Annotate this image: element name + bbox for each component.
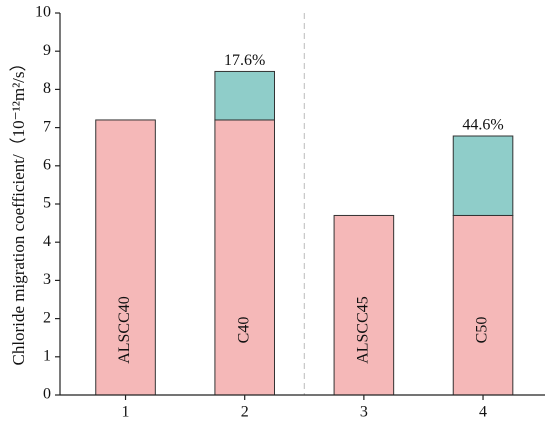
y-tick-label: 8 bbox=[43, 80, 51, 97]
y-tick-label: 0 bbox=[43, 386, 51, 403]
y-tick-label: 6 bbox=[43, 156, 51, 173]
y-tick-label: 7 bbox=[43, 118, 51, 135]
y-tick-label: 5 bbox=[43, 195, 51, 212]
y-axis-label: Chloride migration coefficient/（10⁻¹²m²/… bbox=[9, 54, 28, 365]
bar-label: ALSCC40 bbox=[116, 296, 133, 364]
y-tick-label: 9 bbox=[43, 42, 51, 59]
y-tick-label: 4 bbox=[43, 233, 51, 250]
y-tick-label: 10 bbox=[35, 4, 51, 21]
bar-label: ALSCC45 bbox=[355, 296, 372, 364]
y-tick-label: 1 bbox=[43, 347, 51, 364]
bar-label: C50 bbox=[474, 317, 491, 344]
bar-segment bbox=[214, 119, 275, 396]
bar-segment bbox=[333, 214, 395, 396]
annotation: 44.6% bbox=[462, 117, 503, 134]
x-tick-label: 1 bbox=[122, 404, 130, 421]
bar-segment bbox=[95, 119, 156, 396]
annotation: 17.6% bbox=[224, 52, 265, 69]
bar-segment bbox=[452, 214, 514, 396]
bar-label: C40 bbox=[235, 317, 252, 344]
bar-segment bbox=[214, 70, 275, 121]
y-tick-label: 3 bbox=[43, 271, 51, 288]
x-tick-label: 4 bbox=[479, 404, 487, 421]
y-tick-label: 2 bbox=[43, 309, 51, 326]
bar-segment bbox=[452, 135, 514, 216]
x-tick-label: 2 bbox=[241, 404, 249, 421]
x-tick-label: 3 bbox=[360, 404, 368, 421]
